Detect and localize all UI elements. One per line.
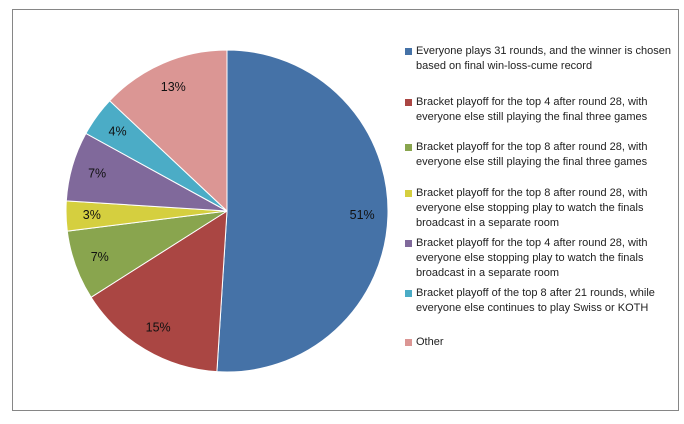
legend-swatch <box>405 48 412 55</box>
pie-slice-1 <box>90 210 228 373</box>
legend-label: Bracket playoff for the top 8 after roun… <box>416 187 648 229</box>
pie-slice-0 <box>216 49 389 373</box>
data-label-4: 7% <box>88 166 106 180</box>
legend-item: Bracket playoff for the top 8 after roun… <box>405 140 681 170</box>
data-label-2: 7% <box>91 250 109 264</box>
legend-item: Bracket playoff for the top 8 after roun… <box>405 186 681 231</box>
data-label-3: 3% <box>83 208 101 222</box>
legend-label: Bracket playoff for the top 8 after roun… <box>416 141 648 168</box>
legend-label: Everyone plays 31 rounds, and the winner… <box>416 45 671 72</box>
legend-swatch <box>405 339 412 346</box>
legend-swatch <box>405 240 412 247</box>
legend-label: Bracket playoff for the top 4 after roun… <box>416 237 648 279</box>
legend-item: Bracket playoff of the top 8 after 21 ro… <box>405 286 681 316</box>
legend-swatch <box>405 290 412 297</box>
legend-label: Bracket playoff of the top 8 after 21 ro… <box>416 287 655 314</box>
legend-swatch <box>405 99 412 106</box>
chart-frame <box>12 9 679 411</box>
pie-slice-6 <box>108 49 228 213</box>
legend-label: Other <box>416 336 444 348</box>
data-label-5: 4% <box>109 125 127 139</box>
data-label-6: 13% <box>161 80 186 94</box>
legend-swatch <box>405 190 412 197</box>
legend-label: Bracket playoff for the top 4 after roun… <box>416 96 648 123</box>
legend-item: Other <box>405 335 681 350</box>
data-label-0: 51% <box>350 208 375 222</box>
legend-item: Bracket playoff for the top 4 after roun… <box>405 95 681 125</box>
legend-item: Everyone plays 31 rounds, and the winner… <box>405 44 681 74</box>
data-label-1: 15% <box>146 320 171 334</box>
legend-swatch <box>405 144 412 151</box>
legend-item: Bracket playoff for the top 4 after roun… <box>405 236 681 281</box>
